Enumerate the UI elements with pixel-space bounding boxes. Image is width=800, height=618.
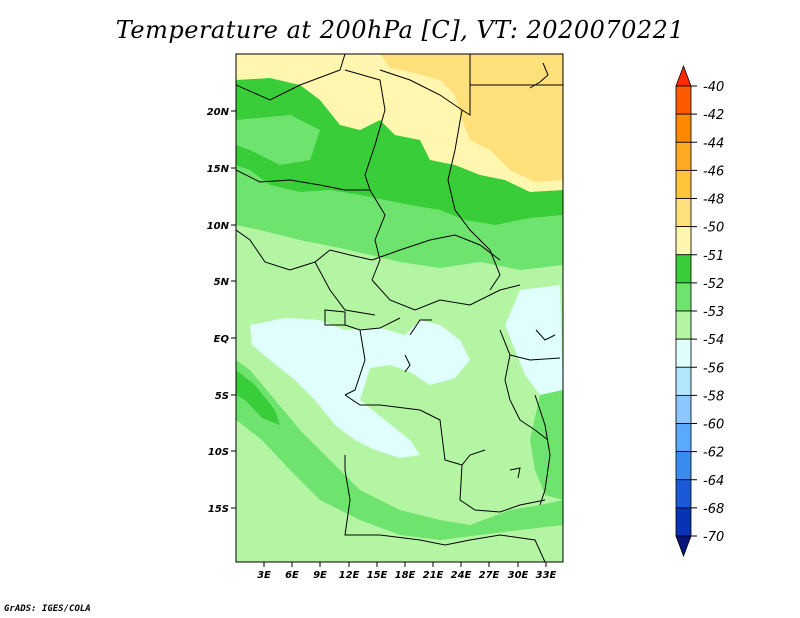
colorbar-segment xyxy=(675,479,692,509)
credit-label: GrADS: IGES/COLA xyxy=(4,604,91,614)
field-band-56-east xyxy=(505,285,563,395)
temperature-field xyxy=(236,54,563,562)
colorbar-label: -40 xyxy=(703,80,724,95)
colorbar-segment xyxy=(675,451,692,481)
longitude-axis: 3E 6E 9E 12E 15E 18E 21E 24E 27E 30E 33E xyxy=(257,562,557,581)
field-band-53-east xyxy=(530,390,563,500)
lat-label-15n: 15N xyxy=(207,164,230,175)
colorbar-segment xyxy=(675,423,692,453)
colorbar-segment xyxy=(675,338,692,368)
colorbar-label: -52 xyxy=(703,277,724,292)
colorbar-label: -53 xyxy=(703,305,724,320)
colorbar-label: -54 xyxy=(703,333,724,348)
colorbar-segment xyxy=(675,310,692,340)
lat-label-10s: 10S xyxy=(208,447,229,458)
lon-label-24e: 24E xyxy=(451,570,472,581)
lat-label-eq: EQ xyxy=(214,334,230,345)
colorbar-label: -70 xyxy=(703,530,724,545)
lon-label-33e: 33E xyxy=(536,570,557,581)
colorbar-label: -42 xyxy=(703,108,724,123)
latitude-axis: 20N 15N 10N 5N EQ 5S 10S 15S xyxy=(207,107,236,515)
lat-label-20n: 20N xyxy=(207,107,230,118)
lon-label-21e: 21E xyxy=(423,570,444,581)
colorbar-segment xyxy=(675,226,692,256)
field-band-52-sw xyxy=(236,370,280,425)
colorbar-label: -51 xyxy=(703,249,724,264)
lon-label-18e: 18E xyxy=(395,570,416,581)
colorbar-label: -62 xyxy=(703,446,724,461)
colorbar-segment xyxy=(675,394,692,424)
lon-label-6e: 6E xyxy=(285,570,299,581)
lat-label-10n: 10N xyxy=(207,221,230,232)
colorbar-segment xyxy=(675,366,692,396)
map-title: Temperature at 200hPa [C], VT: 202007022… xyxy=(115,16,685,44)
colorbar-segment xyxy=(675,198,692,228)
country-borders xyxy=(236,54,563,562)
lat-label-5s: 5S xyxy=(215,391,229,402)
field-band-54-sw xyxy=(236,420,563,562)
colorbar-segment xyxy=(675,169,692,199)
colorbar-label: -68 xyxy=(703,502,724,517)
colorbar-segment xyxy=(675,85,692,115)
colorbar-segment xyxy=(675,282,692,312)
map-frame xyxy=(235,53,564,563)
lon-label-15e: 15E xyxy=(367,570,388,581)
colorbar-label: -44 xyxy=(703,136,724,151)
field-band-50 xyxy=(380,54,563,182)
lon-label-12e: 12E xyxy=(339,570,360,581)
lon-label-3e: 3E xyxy=(257,570,271,581)
colorbar-segment xyxy=(675,535,692,558)
colorbar-segment xyxy=(675,254,692,284)
colorbar: -40 -42 -44 -46 -48 -50 -51 -52 -53 -54 -56 -58 -60 -… xyxy=(675,64,724,558)
field-band-53-patch xyxy=(236,115,320,165)
colorbar-label: -56 xyxy=(703,361,724,376)
colorbar-label: -50 xyxy=(703,221,724,236)
colorbar-segment xyxy=(675,64,692,87)
colorbar-segment xyxy=(675,507,692,537)
colorbar-label: -46 xyxy=(703,164,724,179)
lat-label-15s: 15S xyxy=(208,504,229,515)
colorbar-label: -58 xyxy=(703,389,724,404)
lat-label-5n: 5N xyxy=(214,277,230,288)
colorbar-label: -60 xyxy=(703,418,724,433)
lon-label-9e: 9E xyxy=(313,570,327,581)
colorbar-label: -48 xyxy=(703,193,724,208)
lon-label-30e: 30E xyxy=(508,570,529,581)
colorbar-segment xyxy=(675,113,692,143)
lon-label-27e: 27E xyxy=(479,570,500,581)
colorbar-label: -64 xyxy=(703,474,724,489)
colorbar-segment xyxy=(675,141,692,171)
field-band-56-central xyxy=(250,318,470,458)
